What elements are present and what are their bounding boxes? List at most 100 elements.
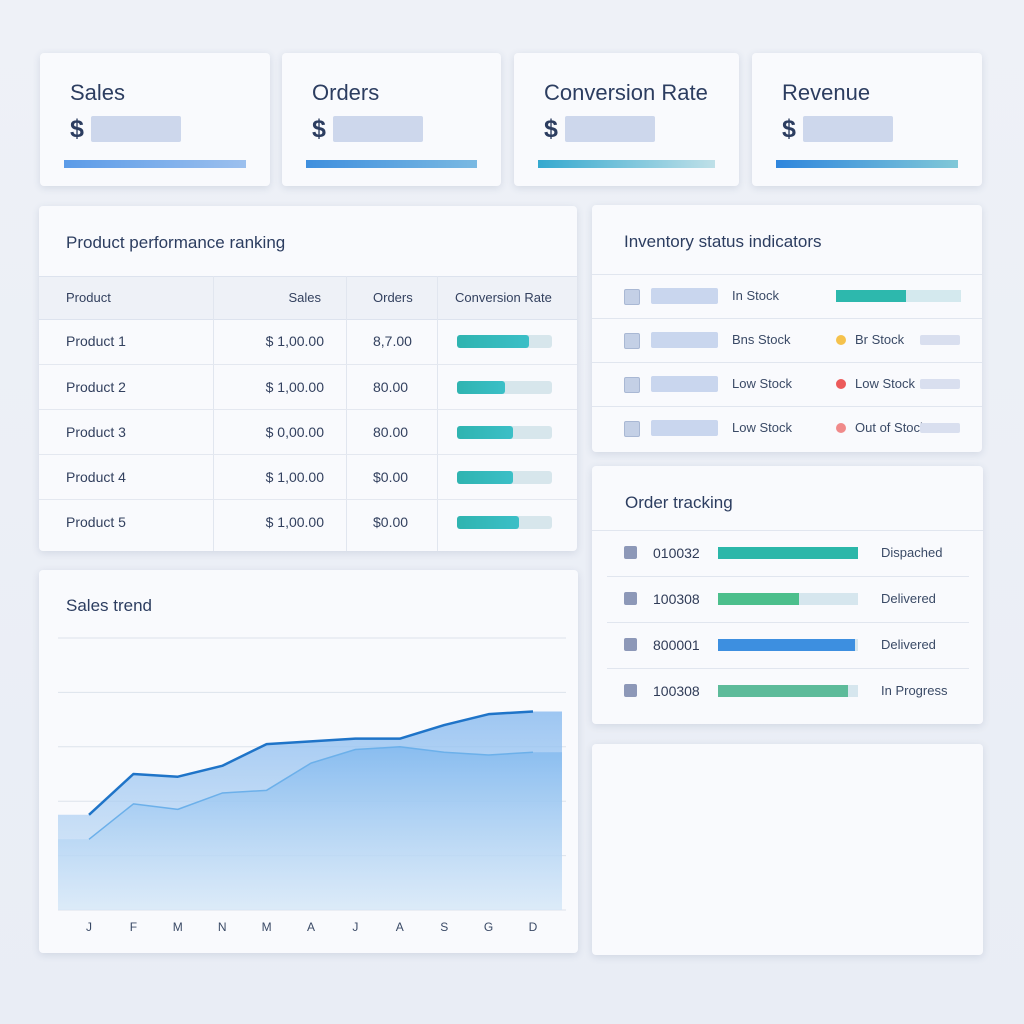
product-name: Product 4: [66, 469, 126, 485]
x-tick-label: J: [86, 920, 92, 934]
row-divider: [592, 274, 982, 275]
column-header: Product: [66, 290, 111, 305]
table-header-bg: [39, 276, 577, 320]
order-icon: [624, 546, 637, 559]
kpi-card: Conversion Rate $: [514, 53, 739, 186]
row-divider: [592, 362, 982, 363]
row-divider: [592, 318, 982, 319]
kpi-card: Orders $: [282, 53, 501, 186]
progress-bar: [718, 593, 800, 605]
series-area: [58, 746, 562, 910]
status-dot: [836, 335, 846, 345]
kpi-card: Revenue $: [752, 53, 982, 186]
stock-label: Low Stock: [732, 420, 792, 435]
order-id: 010032: [653, 545, 700, 561]
row-divider: [39, 364, 577, 365]
status-dot: [836, 423, 846, 433]
order-icon: [624, 684, 637, 697]
product-sales: $ 0,00.00: [265, 424, 324, 440]
kpi-title: Orders: [312, 80, 380, 105]
product-name: Product 5: [66, 514, 126, 530]
label-placeholder: [651, 288, 718, 304]
empty-card: [592, 744, 983, 955]
status-placeholder: [920, 423, 960, 433]
kpi-bar: [538, 160, 715, 168]
stock-bar: [836, 290, 906, 302]
column-divider: [437, 276, 438, 551]
stock-label: Low Stock: [732, 376, 792, 391]
inventory-card: Inventory status indicators In Stock Bns S…: [592, 205, 982, 452]
kpi-card: Sales $: [40, 53, 270, 186]
product-sales: $ 1,00.00: [265, 514, 324, 530]
status-placeholder: [920, 335, 960, 345]
order-title: Order tracking: [625, 493, 733, 512]
label-placeholder: [651, 420, 718, 436]
x-tick-label: J: [352, 920, 358, 934]
kpi-symbol: $: [544, 115, 558, 143]
x-tick-label: M: [262, 920, 272, 934]
order-tracking-card: Order tracking 010032 Dispached 100308 Deliv…: [592, 466, 983, 724]
stock-label: Bns Stock: [732, 332, 791, 347]
conversion-bar: [457, 516, 519, 529]
row-divider: [607, 622, 969, 623]
kpi-title: Conversion Rate: [544, 80, 708, 105]
x-tick-label: A: [307, 920, 315, 934]
kpi-title: Sales: [70, 80, 126, 105]
kpi-value-placeholder: [91, 116, 181, 142]
kpi-value-placeholder: [333, 116, 423, 142]
chart-title: Sales trend: [66, 596, 152, 615]
checkbox: [624, 377, 640, 393]
stock-label: In Stock: [732, 288, 779, 303]
kpi-value-placeholder: [803, 116, 893, 142]
series-line: [88, 746, 534, 840]
inventory-title: Inventory status indicators: [624, 232, 822, 251]
product-name: Product 2: [66, 379, 126, 395]
x-tick-label: F: [130, 920, 137, 934]
label-placeholder: [651, 332, 718, 348]
kpi-bar: [64, 160, 246, 168]
title-divider: [592, 530, 983, 531]
conversion-bar: [457, 335, 530, 348]
x-tick-label: S: [440, 920, 448, 934]
status-dot: [836, 379, 846, 389]
order-status: In Progress: [881, 683, 948, 698]
row-divider: [39, 409, 577, 410]
checkbox: [624, 333, 640, 349]
order-status: Dispached: [881, 545, 943, 560]
table-title: Product performance ranking: [66, 233, 286, 252]
product-orders: $0.00: [373, 514, 409, 530]
kpi-value-placeholder: [565, 116, 655, 142]
product-orders: $0.00: [373, 469, 409, 485]
product-orders: 8,7.00: [373, 333, 412, 349]
order-status: Delivered: [881, 591, 936, 606]
stock-status: Out of Stock: [855, 420, 927, 435]
conversion-bar: [457, 471, 514, 484]
sales-trend-card: Sales trend J F M N M A J A S G D: [39, 570, 578, 953]
progress-bar: [718, 639, 856, 651]
order-icon: [624, 638, 637, 651]
stock-status: Br Stock: [855, 332, 905, 347]
product-sales: $ 1,00.00: [265, 379, 324, 395]
kpi-bar: [776, 160, 958, 168]
checkbox: [624, 289, 640, 305]
column-divider: [213, 276, 214, 551]
row-divider: [607, 668, 969, 669]
x-tick-label: D: [529, 920, 538, 934]
progress-bar: [718, 685, 849, 697]
status-placeholder: [920, 379, 960, 389]
conversion-bar: [457, 426, 514, 439]
row-divider: [39, 454, 577, 455]
row-divider: [592, 406, 982, 407]
conversion-bar: [457, 381, 506, 394]
order-icon: [624, 592, 637, 605]
column-header: Sales: [288, 290, 321, 305]
product-sales: $ 1,00.00: [265, 469, 324, 485]
progress-bar: [718, 547, 858, 559]
order-id: 100308: [653, 591, 700, 607]
product-name: Product 1: [66, 333, 126, 349]
kpi-symbol: $: [782, 115, 796, 143]
product-orders: 80.00: [373, 379, 409, 395]
product-table-card: Product performance ranking Product Sales O…: [39, 206, 577, 551]
